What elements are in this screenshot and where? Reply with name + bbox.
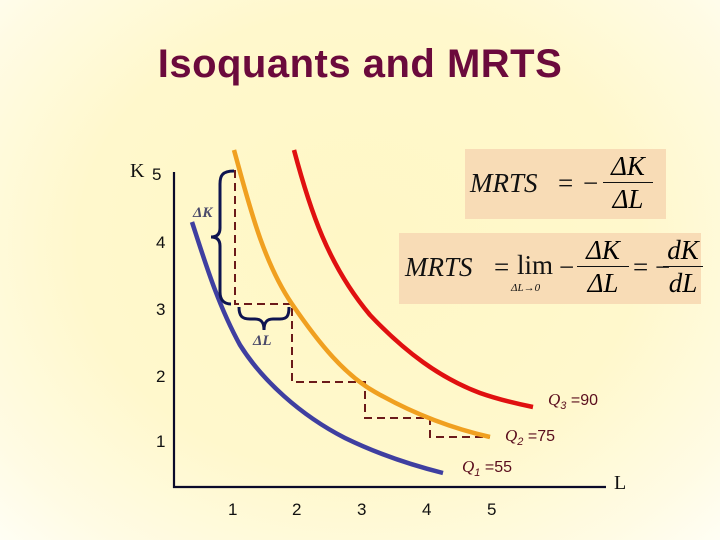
x-tick-5: 5 xyxy=(487,500,497,519)
delta-l-brace-icon xyxy=(237,306,291,331)
isoquant-q2 xyxy=(231,149,491,440)
y-tick-2: 2 xyxy=(156,367,166,386)
equals-sign: = xyxy=(494,252,510,282)
y-tick-1: 1 xyxy=(156,432,166,451)
y-axis-label: K xyxy=(130,160,145,182)
mrts-formula-discrete: MRTS = − ΔK ΔL xyxy=(465,149,666,219)
delta-fraction: ΔK ΔL xyxy=(577,235,629,298)
mrts-formula-limit: MRTS = lim ΔL→0 − ΔK ΔL = − dK dL xyxy=(399,233,703,304)
x-axis-label: L xyxy=(614,472,627,494)
mrts-symbol: MRTS xyxy=(405,252,473,282)
x-tick-4: 4 xyxy=(422,500,432,519)
slide-title: Isoquants and MRTS xyxy=(157,42,563,86)
delta-k-over-delta-l-fraction: ΔK ΔL xyxy=(603,151,653,214)
minus-sign: − xyxy=(559,252,575,282)
delta-k-brace-icon xyxy=(210,169,235,306)
x-tick-3: 3 xyxy=(357,500,367,519)
x-tick-1: 1 xyxy=(228,500,238,519)
delta-k-label: ΔK xyxy=(193,205,213,221)
q1-label: Q1 =55 xyxy=(462,457,512,480)
y-tick-5: 5 xyxy=(152,165,162,184)
limit-subscript: ΔL→0 xyxy=(511,282,541,294)
q3-label: Q3 =90 xyxy=(548,390,598,413)
q2-label: Q2 =75 xyxy=(505,426,555,449)
limit-operator: lim xyxy=(517,250,554,280)
minus-sign: − xyxy=(583,168,599,198)
equals-sign: = xyxy=(558,168,574,198)
y-tick-4: 4 xyxy=(156,233,166,252)
mrts-symbol: MRTS xyxy=(470,168,538,198)
y-tick-3: 3 xyxy=(156,300,166,319)
mrts-dashed-steps xyxy=(234,170,490,438)
equals-sign-2: = xyxy=(633,252,649,282)
minus-sign-2: − xyxy=(655,252,671,282)
derivative-fraction: dK dL xyxy=(663,235,703,298)
delta-l-label: ΔL xyxy=(253,333,272,349)
isoquant-q3 xyxy=(291,149,534,410)
x-tick-2: 2 xyxy=(292,500,302,519)
isoquant-q1 xyxy=(189,221,444,476)
